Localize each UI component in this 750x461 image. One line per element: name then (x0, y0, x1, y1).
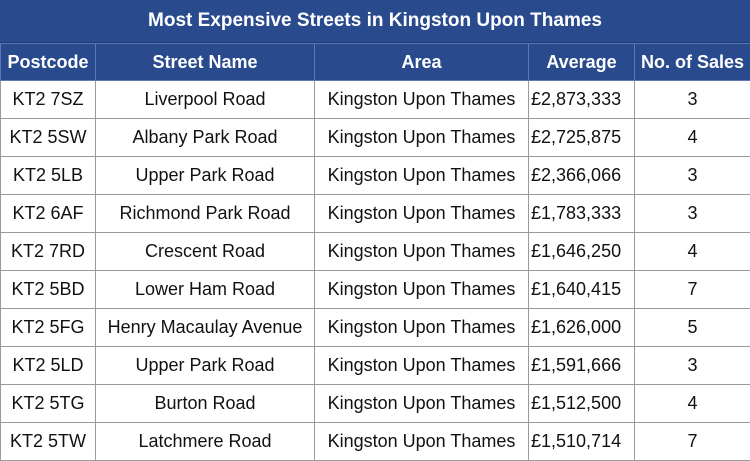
cell-postcode: KT2 5BD (1, 271, 96, 309)
cell-no-of-sales: 4 (635, 233, 750, 271)
cell-postcode: KT2 5LB (1, 157, 96, 195)
cell-average: £2,725,875 (529, 119, 635, 157)
cell-average: £1,783,333 (529, 195, 635, 233)
cell-average: £2,366,066 (529, 157, 635, 195)
header-street-name: Street Name (96, 44, 315, 81)
cell-street-name: Liverpool Road (96, 81, 315, 119)
cell-area: Kingston Upon Thames (315, 309, 529, 347)
header-area: Area (315, 44, 529, 81)
cell-street-name: Upper Park Road (96, 347, 315, 385)
cell-no-of-sales: 7 (635, 271, 750, 309)
cell-no-of-sales: 3 (635, 157, 750, 195)
cell-area: Kingston Upon Thames (315, 119, 529, 157)
cell-postcode: KT2 5TG (1, 385, 96, 423)
cell-postcode: KT2 5FG (1, 309, 96, 347)
cell-street-name: Lower Ham Road (96, 271, 315, 309)
cell-postcode: KT2 5SW (1, 119, 96, 157)
cell-no-of-sales: 4 (635, 119, 750, 157)
cell-average: £1,640,415 (529, 271, 635, 309)
cell-area: Kingston Upon Thames (315, 157, 529, 195)
cell-street-name: Henry Macaulay Avenue (96, 309, 315, 347)
cell-area: Kingston Upon Thames (315, 271, 529, 309)
cell-postcode: KT2 5LD (1, 347, 96, 385)
header-postcode: Postcode (1, 44, 96, 81)
header-row: Postcode Street Name Area Average No. of… (1, 44, 750, 81)
cell-average: £1,646,250 (529, 233, 635, 271)
cell-street-name: Richmond Park Road (96, 195, 315, 233)
cell-area: Kingston Upon Thames (315, 233, 529, 271)
header-no-of-sales: No. of Sales (635, 44, 750, 81)
cell-area: Kingston Upon Thames (315, 347, 529, 385)
cell-no-of-sales: 3 (635, 195, 750, 233)
table-title: Most Expensive Streets in Kingston Upon … (0, 0, 750, 43)
cell-average: £2,873,333 (529, 81, 635, 119)
cell-average: £1,591,666 (529, 347, 635, 385)
cell-area: Kingston Upon Thames (315, 195, 529, 233)
cell-no-of-sales: 5 (635, 309, 750, 347)
cell-street-name: Crescent Road (96, 233, 315, 271)
cell-average: £1,512,500 (529, 385, 635, 423)
cell-street-name: Upper Park Road (96, 157, 315, 195)
cell-street-name: Burton Road (96, 385, 315, 423)
cell-street-name: Albany Park Road (96, 119, 315, 157)
cell-no-of-sales: 4 (635, 385, 750, 423)
header-average: Average (529, 44, 635, 81)
cell-postcode: KT2 7SZ (1, 81, 96, 119)
cell-no-of-sales: 3 (635, 81, 750, 119)
cell-no-of-sales: 3 (635, 347, 750, 385)
cell-average: £1,626,000 (529, 309, 635, 347)
cell-postcode: KT2 7RD (1, 233, 96, 271)
cell-postcode: KT2 6AF (1, 195, 96, 233)
cell-area: Kingston Upon Thames (315, 81, 529, 119)
cell-area: Kingston Upon Thames (315, 385, 529, 423)
streets-table: Postcode Street Name Area Average No. of… (0, 43, 750, 461)
